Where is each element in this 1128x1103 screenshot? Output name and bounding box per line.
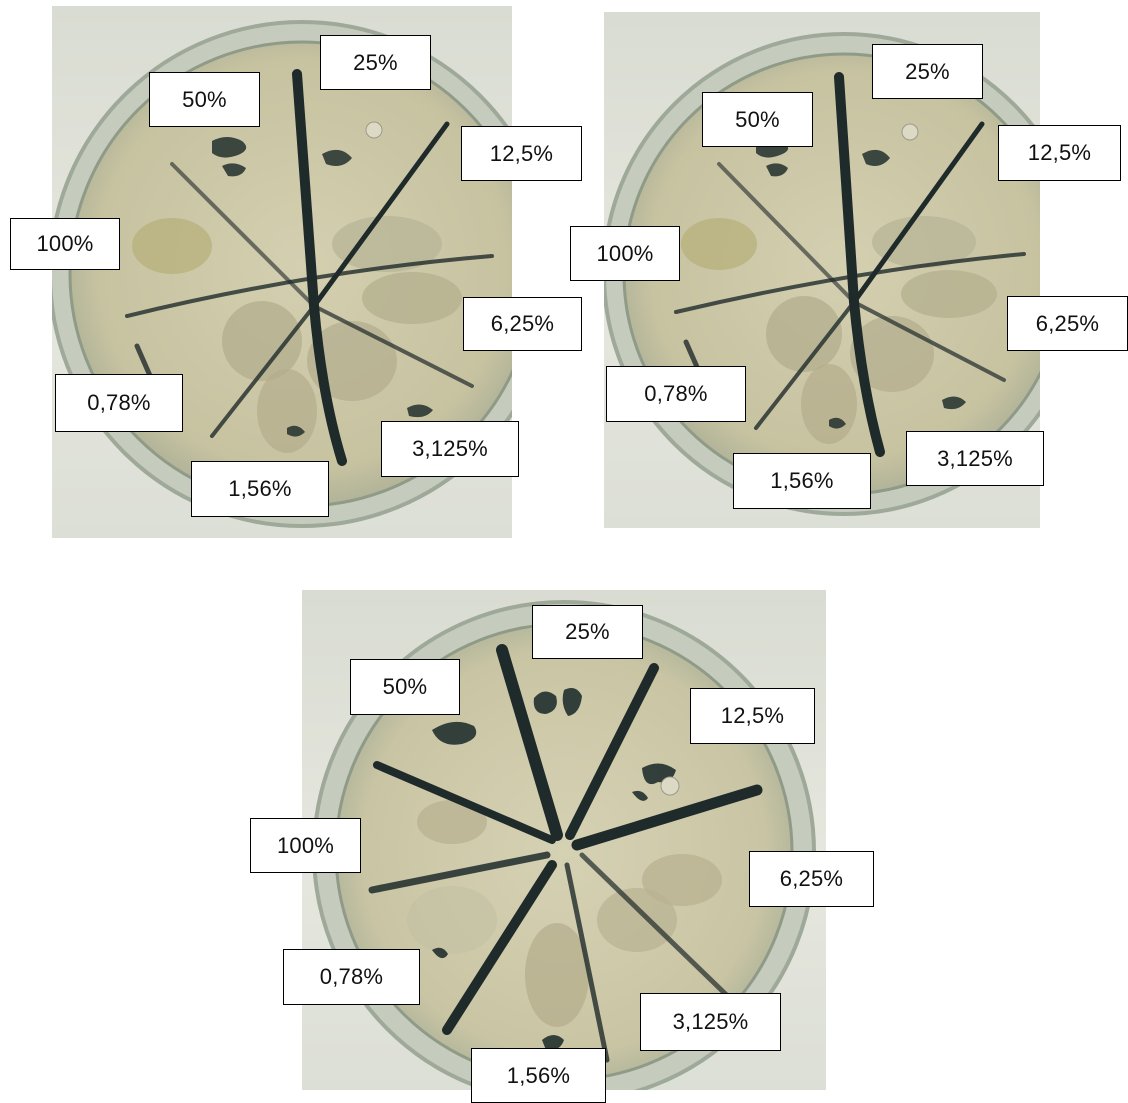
label-0-78-percent: 0,78% <box>55 374 183 432</box>
label-25-percent: 25% <box>532 605 643 659</box>
petri-dish-photo-3 <box>302 590 826 1090</box>
label-50-percent: 50% <box>702 92 813 147</box>
label-1-56-percent: 1,56% <box>733 453 871 509</box>
label-12-5-percent: 12,5% <box>461 126 582 181</box>
label-1-56-percent: 1,56% <box>471 1048 606 1103</box>
label-25-percent: 25% <box>320 35 431 90</box>
petri-dish-3-image <box>312 600 816 1090</box>
label-0-78-percent: 0,78% <box>283 949 420 1005</box>
label-3-125-percent: 3,125% <box>640 993 781 1051</box>
label-12-5-percent: 12,5% <box>998 125 1121 181</box>
label-0-78-percent: 0,78% <box>606 366 746 422</box>
label-25-percent: 25% <box>872 44 983 99</box>
label-50-percent: 50% <box>149 72 260 127</box>
label-100-percent: 100% <box>570 226 680 281</box>
label-100-percent: 100% <box>250 818 361 873</box>
label-6-25-percent: 6,25% <box>463 297 582 351</box>
label-50-percent: 50% <box>350 659 460 715</box>
label-100-percent: 100% <box>10 218 120 270</box>
label-12-5-percent: 12,5% <box>690 688 815 744</box>
label-6-25-percent: 6,25% <box>749 851 874 907</box>
label-3-125-percent: 3,125% <box>381 421 519 477</box>
label-3-125-percent: 3,125% <box>906 431 1044 486</box>
label-6-25-percent: 6,25% <box>1007 296 1128 351</box>
label-1-56-percent: 1,56% <box>191 461 329 517</box>
